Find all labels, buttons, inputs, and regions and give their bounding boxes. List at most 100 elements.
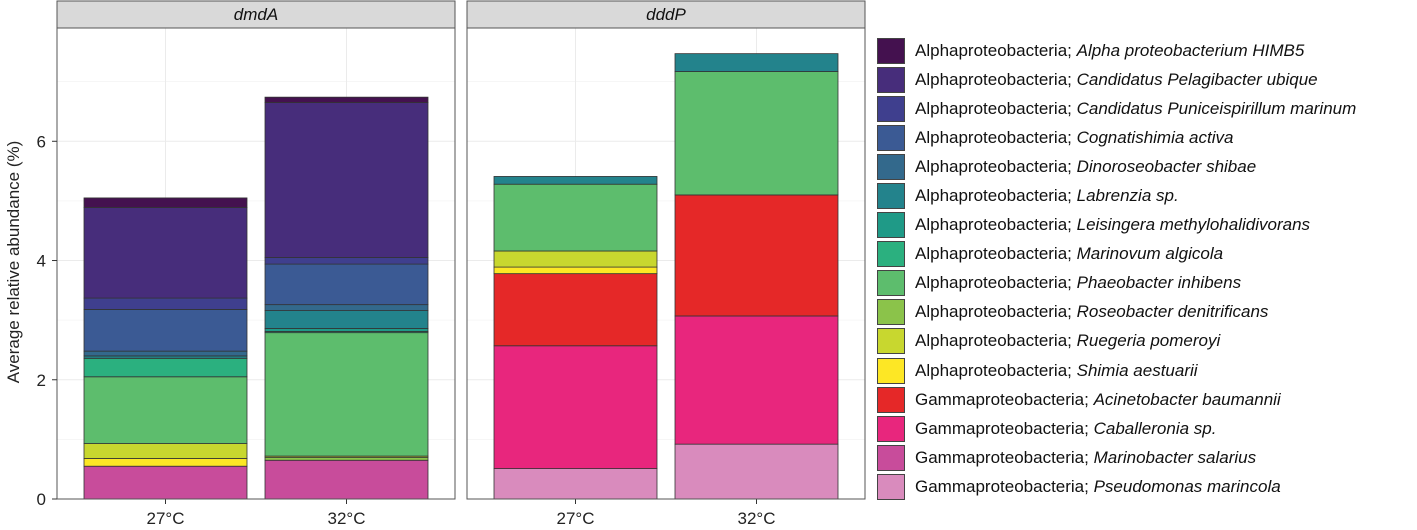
bar-segment bbox=[83, 465, 248, 500]
legend-label: Gammaproteobacteria; Acinetobacter bauma… bbox=[915, 390, 1281, 410]
bar-segment bbox=[83, 357, 248, 378]
bar-segment bbox=[264, 328, 429, 332]
legend-taxon: Dinoroseobacter shibae bbox=[1076, 156, 1257, 176]
legend-label: Alphaproteobacteria; Candidatus Puniceis… bbox=[915, 99, 1356, 119]
legend-item: Alphaproteobacteria; Leisingera methyloh… bbox=[877, 211, 1417, 240]
legend-item: Alphaproteobacteria; Marinovum algicola bbox=[877, 240, 1417, 269]
legend-taxon: Roseobacter denitrificans bbox=[1076, 302, 1269, 322]
legend-taxon: Phaeobacter inhibens bbox=[1076, 273, 1242, 293]
legend-class: Alphaproteobacteria; bbox=[915, 244, 1077, 264]
panel-title: dddP bbox=[646, 5, 686, 24]
legend-label: Alphaproteobacteria; Roseobacter denitri… bbox=[915, 302, 1268, 322]
legend-item: Alphaproteobacteria; Roseobacter denitri… bbox=[877, 298, 1417, 327]
x-tick-label: 32°C bbox=[738, 509, 776, 528]
legend-item: Alphaproteobacteria; Labrenzia sp. bbox=[877, 181, 1417, 210]
legend-swatch bbox=[877, 473, 905, 500]
legend-taxon: Leisingera methylohalidivorans bbox=[1076, 215, 1311, 235]
legend-item: Alphaproteobacteria; Candidatus Pelagiba… bbox=[877, 65, 1417, 94]
legend-item: Alphaproteobacteria; Phaeobacter inhiben… bbox=[877, 269, 1417, 298]
bar-27°C bbox=[83, 197, 248, 500]
legend-taxon: Ruegeria pomeroyi bbox=[1076, 331, 1221, 351]
legend-item: Alphaproteobacteria; Alpha proteobacteri… bbox=[877, 36, 1417, 65]
legend-swatch bbox=[877, 299, 905, 326]
legend-class: Gammaproteobacteria; bbox=[915, 418, 1094, 438]
legend-label: Gammaproteobacteria; Marinobacter salari… bbox=[915, 448, 1256, 468]
legend-taxon: Marinovum algicola bbox=[1076, 244, 1224, 264]
legend-taxon: Marinobacter salarius bbox=[1093, 447, 1257, 467]
legend-taxon: Cognatishimia activa bbox=[1076, 127, 1234, 147]
legend-swatch bbox=[877, 328, 905, 355]
legend-swatch bbox=[877, 386, 905, 413]
legend-item: Gammaproteobacteria; Marinobacter salari… bbox=[877, 443, 1417, 472]
legend-swatch bbox=[877, 183, 905, 210]
x-tick-label: 27°C bbox=[557, 509, 595, 528]
legend-taxon: Alpha proteobacterium HIMB5 bbox=[1076, 40, 1305, 60]
bar-segment bbox=[264, 310, 429, 329]
legend-label: Alphaproteobacteria; Ruegeria pomeroyi bbox=[915, 331, 1220, 351]
legend-class: Alphaproteobacteria; bbox=[915, 302, 1077, 322]
legend-class: Alphaproteobacteria; bbox=[915, 186, 1077, 206]
bar-segment bbox=[83, 350, 248, 357]
legend-class: Alphaproteobacteria; bbox=[915, 69, 1077, 89]
bar-segment bbox=[83, 197, 248, 208]
panel-dddP: dddP 27°C 32°C bbox=[466, 0, 866, 528]
bar-segment bbox=[674, 443, 839, 500]
legend-label: Alphaproteobacteria; Marinovum algicola bbox=[915, 244, 1223, 264]
bar-segment bbox=[83, 376, 248, 444]
legend: Alphaproteobacteria; Alpha proteobacteri… bbox=[877, 36, 1417, 502]
bar-32°C bbox=[674, 53, 839, 500]
bar-32°C bbox=[264, 96, 429, 500]
legend-class: Alphaproteobacteria; bbox=[915, 360, 1077, 380]
legend-swatch bbox=[877, 444, 905, 471]
legend-swatch bbox=[877, 270, 905, 297]
legend-label: Alphaproteobacteria; Shimia aestuarii bbox=[915, 361, 1198, 381]
bar-segment bbox=[264, 304, 429, 311]
legend-item: Gammaproteobacteria; Caballeronia sp. bbox=[877, 414, 1417, 443]
y-tick-label: 6 bbox=[37, 132, 46, 151]
bar-segment bbox=[83, 207, 248, 299]
legend-class: Alphaproteobacteria; bbox=[915, 40, 1077, 60]
bar-segment bbox=[493, 273, 658, 347]
bar-segment bbox=[264, 96, 429, 103]
legend-class: Alphaproteobacteria; bbox=[915, 215, 1077, 235]
legend-swatch bbox=[877, 95, 905, 122]
panel-strip bbox=[56, 0, 456, 29]
bar-27°C bbox=[493, 176, 658, 500]
legend-class: Alphaproteobacteria; bbox=[915, 273, 1077, 293]
legend-label: Alphaproteobacteria; Leisingera methyloh… bbox=[915, 215, 1310, 235]
bar-segment bbox=[674, 53, 839, 72]
legend-class: Alphaproteobacteria; bbox=[915, 331, 1077, 351]
legend-swatch bbox=[877, 212, 905, 239]
bar-segment bbox=[493, 266, 658, 275]
legend-swatch bbox=[877, 415, 905, 442]
legend-item: Gammaproteobacteria; Acinetobacter bauma… bbox=[877, 385, 1417, 414]
y-tick-label: 2 bbox=[37, 371, 46, 390]
legend-taxon: Candidatus Pelagibacter ubique bbox=[1076, 69, 1318, 89]
panel-border bbox=[56, 27, 456, 500]
bar-segment bbox=[264, 459, 429, 500]
legend-label: Alphaproteobacteria; Phaeobacter inhiben… bbox=[915, 273, 1241, 293]
bar-segment bbox=[493, 176, 658, 185]
legend-class: Alphaproteobacteria; bbox=[915, 156, 1077, 176]
panel-dmdA: dmdA 27°C 32°C bbox=[56, 0, 456, 528]
bar-segment bbox=[83, 309, 248, 352]
y-tick-label: 4 bbox=[37, 252, 46, 271]
bar-segment bbox=[264, 257, 429, 265]
bar-segment bbox=[83, 297, 248, 310]
legend-label: Alphaproteobacteria; Cognatishimia activ… bbox=[915, 128, 1233, 148]
bar-segment bbox=[493, 345, 658, 469]
legend-item: Gammaproteobacteria; Pseudomonas marinco… bbox=[877, 472, 1417, 501]
bar-segment bbox=[674, 71, 839, 196]
bar-segment bbox=[493, 468, 658, 500]
y-axis-label: Average relative abundance (%) bbox=[4, 141, 23, 384]
legend-label: Alphaproteobacteria; Alpha proteobacteri… bbox=[915, 41, 1304, 61]
y-tick-label: 0 bbox=[37, 490, 46, 509]
legend-taxon: Caballeronia sp. bbox=[1093, 418, 1217, 438]
panel-border bbox=[466, 27, 866, 500]
x-tick-label: 27°C bbox=[147, 509, 185, 528]
legend-class: Gammaproteobacteria; bbox=[915, 476, 1094, 496]
bar-segment bbox=[264, 263, 429, 306]
legend-label: Gammaproteobacteria; Pseudomonas marinco… bbox=[915, 477, 1281, 497]
bar-segment bbox=[674, 315, 839, 445]
